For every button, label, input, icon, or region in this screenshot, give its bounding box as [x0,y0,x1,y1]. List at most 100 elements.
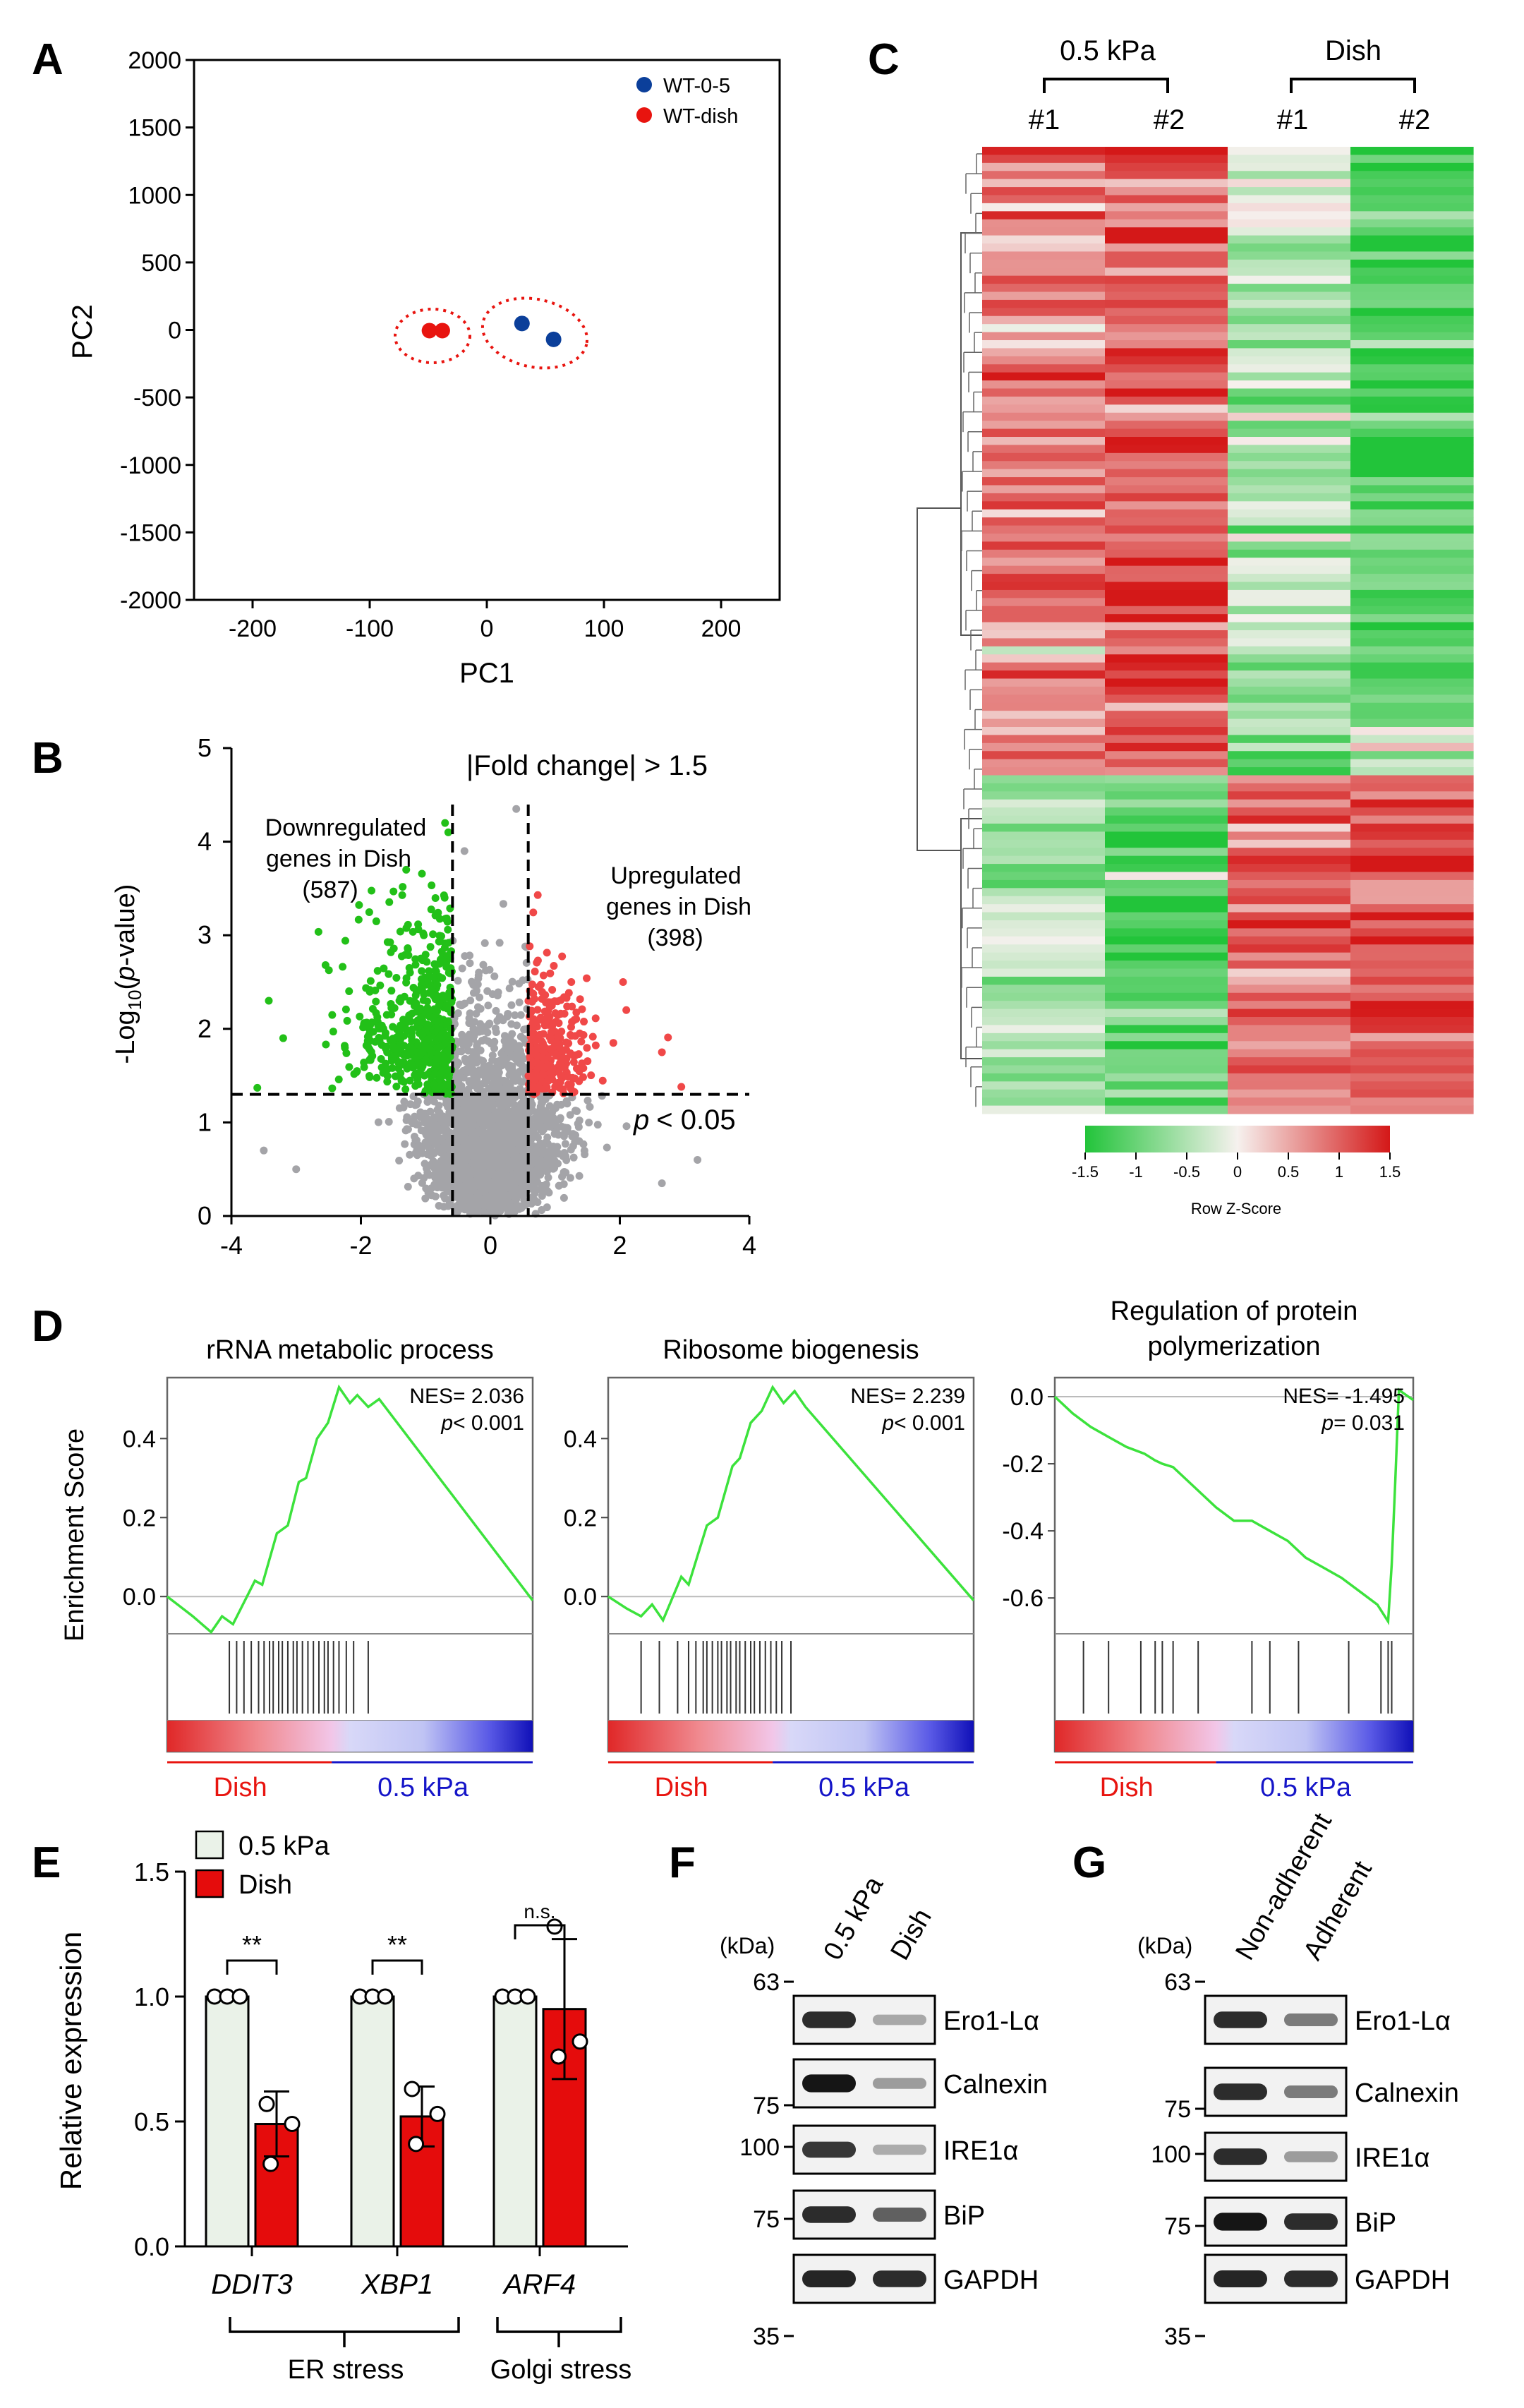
pca-y-tick-label: -2000 [120,587,181,614]
heatmap-cell [1105,388,1228,397]
heatmap-cell [1105,469,1228,478]
volcano-point-ns [510,1208,519,1216]
pca-point [545,331,562,347]
heatmap-cell [982,388,1106,397]
blot-band [873,2078,926,2089]
heatmap-cell [1105,565,1228,574]
heatmap-cell [1228,525,1351,534]
heatmap-cell [1105,275,1228,284]
pca-y-tick-label: 2000 [128,47,181,74]
volcano-point-down [403,1018,411,1026]
heatmap-cell [1228,404,1351,414]
volcano-point-ns [500,1096,508,1104]
heatmap-cell [982,879,1106,889]
heatmap-cell [1350,404,1474,414]
volcano-point-down [377,1021,386,1030]
heatmap-cell [982,211,1106,220]
heatmap-cell [1228,992,1351,1001]
heatmap-cell [1350,985,1474,994]
heatmap-cell [1105,549,1228,558]
heatmap-cell [982,541,1106,550]
blot-band [873,2208,926,2222]
heatmap-cell [1350,1049,1474,1058]
volcano-point-down [368,1004,377,1013]
heatmap-cell [1105,646,1228,655]
heatmap-cell [1228,961,1351,970]
heatmap-cell [1228,534,1351,543]
volcano-point-up [587,1071,595,1080]
blot-band [873,2144,926,2155]
heatmap-cell [1350,421,1474,430]
volcano-point-down [436,956,445,964]
volcano-point-ns [492,1006,500,1015]
volcano-point-down [421,951,430,959]
blot-band [1214,2270,1267,2288]
volcano-point-down [359,1023,368,1032]
heatmap-cell [1350,364,1474,373]
heatmap-cell [1350,864,1474,873]
volcano-point-down [345,987,353,996]
volcano-point-ns [562,1097,571,1105]
heatmap-cell [1350,896,1474,905]
volcano-point-ns [469,1035,478,1043]
volcano-point-ns [658,1179,666,1188]
volcano-point-down [364,1033,373,1041]
volcano-point-ns [480,1023,488,1031]
volcano-point-ns [481,1064,490,1073]
gsea-title: Regulation of protein [1111,1296,1358,1326]
heatmap-cell [1350,315,1474,325]
gsea-title: rRNA metabolic process [206,1335,494,1365]
volcano-point-ns [456,1072,464,1080]
volcano-point-down [431,995,440,1004]
volcano-point-ns [506,1034,514,1042]
heatmap-cell [982,1041,1106,1050]
volcano-point-up [543,949,551,957]
heatmap-cell [1105,421,1228,430]
heatmap-cell [1228,1097,1351,1107]
bar-group-xbp1: ** XBP1 [350,1930,446,2300]
replicate-point [429,2105,446,2122]
volcano-point-ns [466,1009,474,1018]
heatmap-cell [1228,243,1351,253]
heatmap-cell [982,412,1106,421]
volcano-point-ns [452,1061,461,1070]
heatmap-cell [1350,920,1474,929]
volcano-point-down [425,1044,433,1052]
volcano-point-down [399,883,407,891]
volcano-point-ns [504,1198,513,1207]
volcano-y-tick-label: 3 [198,920,212,949]
heatmap-cell [1350,759,1474,768]
heatmap-cell [1350,437,1474,446]
heatmap-cell [1105,1105,1228,1114]
heatmap-cell [1105,896,1228,905]
heatmap-cell [1228,727,1351,736]
heatmap-cell [1350,461,1474,470]
colorbar-tick-label: -1.5 [1072,1163,1099,1181]
blot-band-label: Calnexin [1355,2078,1459,2108]
volcano-point-ns [512,1021,521,1030]
volcano-point-ns [433,1106,442,1114]
volcano-point-ns [488,1104,497,1113]
gsea-dish-label: Dish [1100,1773,1154,1802]
ylabel-sub: 10 [124,989,145,1010]
heatmap-cell [982,195,1106,204]
heatmap-cell [1228,1105,1351,1114]
volcano-point-ns [445,1165,453,1174]
volcano-x-tick-label: -2 [349,1231,372,1260]
heatmap-cell [982,437,1106,446]
heatmap-cell [982,767,1106,776]
heatmap-cell [1228,783,1351,792]
volcano-point-ns [406,1150,414,1159]
heatmap-cell [1105,437,1228,446]
heatmap-cell [982,348,1106,357]
volcano-point-up [548,985,557,994]
volcano-point-down [448,995,456,1004]
volcano-point-down [418,869,426,878]
blot-band [802,2270,856,2288]
heatmap-cell [1228,936,1351,945]
heatmap-cell [1350,324,1474,333]
volcano-point-up [540,1064,548,1072]
volcano-point-ns [462,1095,471,1104]
heatmap-cell [982,598,1106,607]
